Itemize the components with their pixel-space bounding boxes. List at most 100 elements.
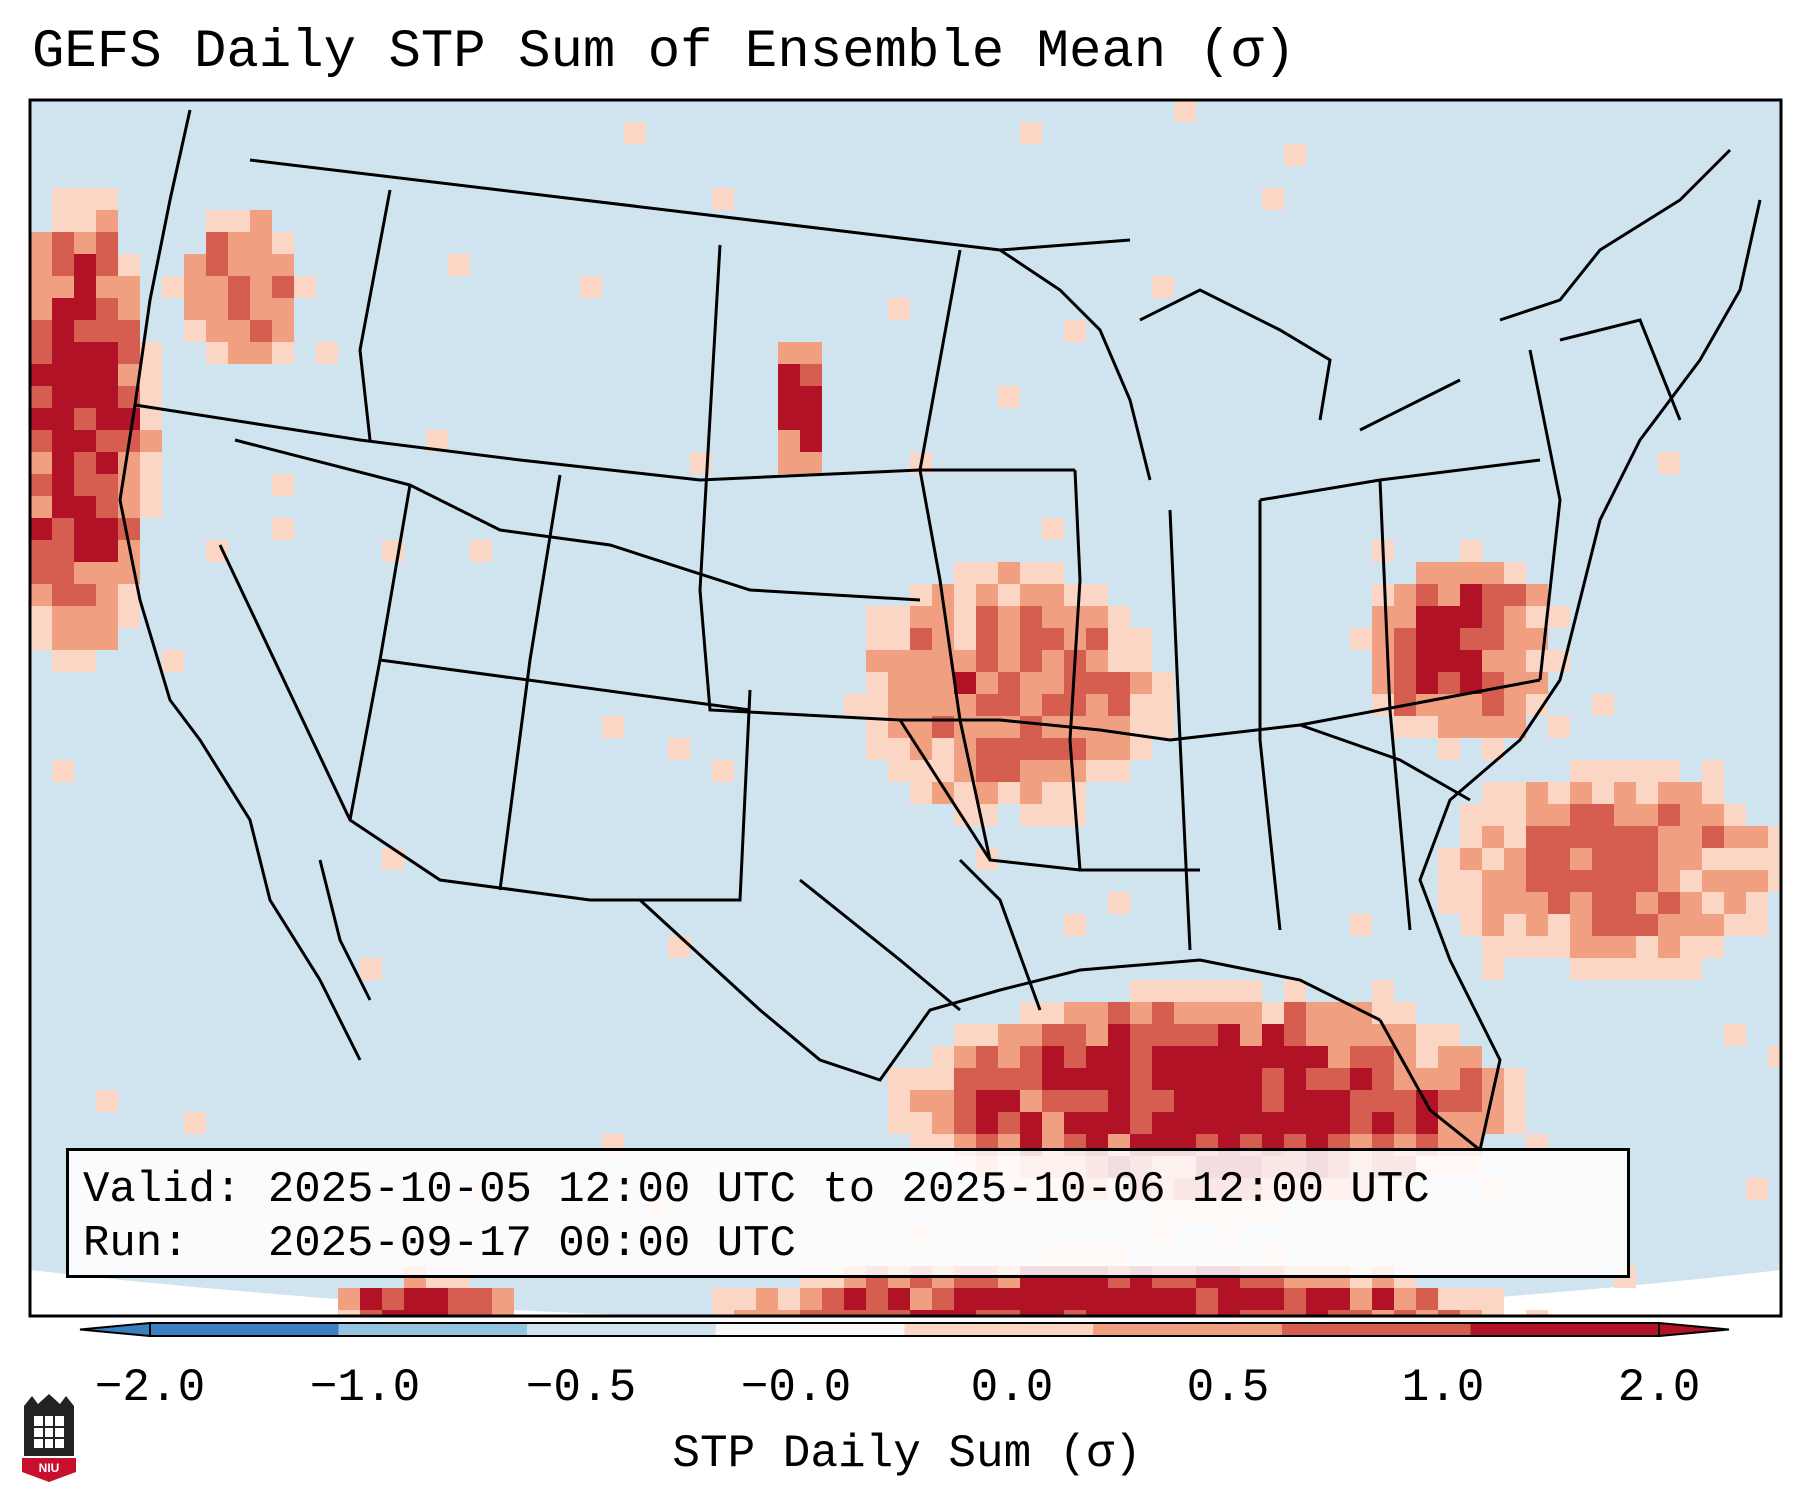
- stp-cell: [998, 650, 1020, 672]
- stp-cell: [1504, 892, 1526, 914]
- stp-cell: [1108, 1002, 1130, 1024]
- stp-cell: [206, 210, 228, 232]
- stp-cell: [1548, 716, 1570, 738]
- stp-cell: [998, 1090, 1020, 1112]
- stp-cell: [118, 320, 140, 342]
- stp-cell: [294, 276, 316, 298]
- stp-cell: [140, 452, 162, 474]
- stp-cell: [998, 672, 1020, 694]
- stp-cell: [1504, 936, 1526, 958]
- stp-cell: [844, 1310, 866, 1316]
- stp-cell: [888, 650, 910, 672]
- stp-cell: [96, 232, 118, 254]
- stp-cell: [976, 1288, 998, 1310]
- stp-cell: [1438, 1288, 1460, 1310]
- stp-cell: [1592, 760, 1614, 782]
- stp-cell: [888, 1090, 910, 1112]
- colorbar-segment: [1093, 1323, 1282, 1336]
- stp-cell: [1570, 782, 1592, 804]
- stp-cell: [888, 672, 910, 694]
- stp-cell: [1086, 1068, 1108, 1090]
- stp-cell: [778, 430, 800, 452]
- stp-cell: [1108, 1046, 1130, 1068]
- colorbar-segment: [1281, 1323, 1471, 1336]
- coastlines: [118, 109, 1762, 1153]
- stp-cell: [1702, 760, 1724, 782]
- stp-cell: [1042, 694, 1064, 716]
- colorbar-segment: [338, 1323, 528, 1336]
- colorbar: [79, 1321, 1730, 1338]
- stp-cell: [998, 738, 1020, 760]
- stp-cell: [1152, 1310, 1174, 1316]
- stp-cell: [96, 452, 118, 474]
- stp-cell: [74, 342, 96, 364]
- stp-cell: [118, 452, 140, 474]
- stp-cell: [1746, 870, 1768, 892]
- stp-cell: [382, 1288, 404, 1310]
- stp-cell: [910, 1310, 932, 1316]
- stp-cell: [1416, 1046, 1438, 1068]
- stp-cell: [1394, 1024, 1416, 1046]
- stp-cell: [1328, 1068, 1350, 1090]
- stp-cell: [954, 628, 976, 650]
- stp-cell: [954, 782, 976, 804]
- stp-cell: [1152, 672, 1174, 694]
- stp-cell: [1020, 694, 1042, 716]
- colorbar-tick-label: 0.5: [1186, 1362, 1270, 1414]
- stp-cell: [1526, 804, 1548, 826]
- stp-cell: [998, 782, 1020, 804]
- stp-cell: [910, 760, 932, 782]
- stp-cell: [184, 320, 206, 342]
- stp-cell: [1350, 914, 1372, 936]
- stp-cell: [1592, 804, 1614, 826]
- stp-cell: [954, 562, 976, 584]
- stp-cell: [756, 1288, 778, 1310]
- stp-cell: [866, 738, 888, 760]
- stp-cell: [1240, 1112, 1262, 1134]
- stp-cell: [250, 298, 272, 320]
- stp-cell: [52, 320, 74, 342]
- stp-cell: [1196, 1046, 1218, 1068]
- stp-cell: [1218, 1288, 1240, 1310]
- stp-cell: [1504, 914, 1526, 936]
- stp-cell: [1746, 848, 1768, 870]
- stp-cell: [1042, 1046, 1064, 1068]
- stp-cell: [998, 1112, 1020, 1134]
- stp-cell: [1306, 1310, 1328, 1316]
- stp-cell: [1416, 584, 1438, 606]
- stp-cell: [1526, 892, 1548, 914]
- stp-cell: [1130, 980, 1152, 1002]
- stp-cell: [1174, 1090, 1196, 1112]
- stp-cell: [1746, 892, 1768, 914]
- stp-cell: [998, 694, 1020, 716]
- stp-cell: [1526, 584, 1548, 606]
- stp-cell: [1064, 914, 1086, 936]
- colorbar-segment: [150, 1323, 339, 1336]
- stp-cell: [954, 1024, 976, 1046]
- stp-cell: [52, 210, 74, 232]
- stp-cell: [1636, 826, 1658, 848]
- stp-cell: [1086, 1310, 1108, 1316]
- stp-cell: [1042, 628, 1064, 650]
- stp-cell: [162, 276, 184, 298]
- stp-cell: [1482, 716, 1504, 738]
- stp-cell: [1504, 694, 1526, 716]
- colorbar-extend-low: [79, 1321, 151, 1338]
- stp-cell: [1020, 672, 1042, 694]
- stp-cell: [184, 1112, 206, 1134]
- stp-cell: [1636, 804, 1658, 826]
- stp-cell: [932, 1068, 954, 1090]
- stp-cell: [250, 232, 272, 254]
- stp-cell: [74, 430, 96, 452]
- stp-cell: [778, 386, 800, 408]
- stp-cell: [1570, 936, 1592, 958]
- stp-cell: [74, 408, 96, 430]
- stp-cell: [1020, 1112, 1042, 1134]
- stp-cell: [910, 1288, 932, 1310]
- stp-cell: [96, 188, 118, 210]
- stp-cell: [1482, 562, 1504, 584]
- stp-cell: [74, 650, 96, 672]
- stp-cell: [206, 320, 228, 342]
- stp-cell: [1262, 1090, 1284, 1112]
- stp-cell: [1592, 826, 1614, 848]
